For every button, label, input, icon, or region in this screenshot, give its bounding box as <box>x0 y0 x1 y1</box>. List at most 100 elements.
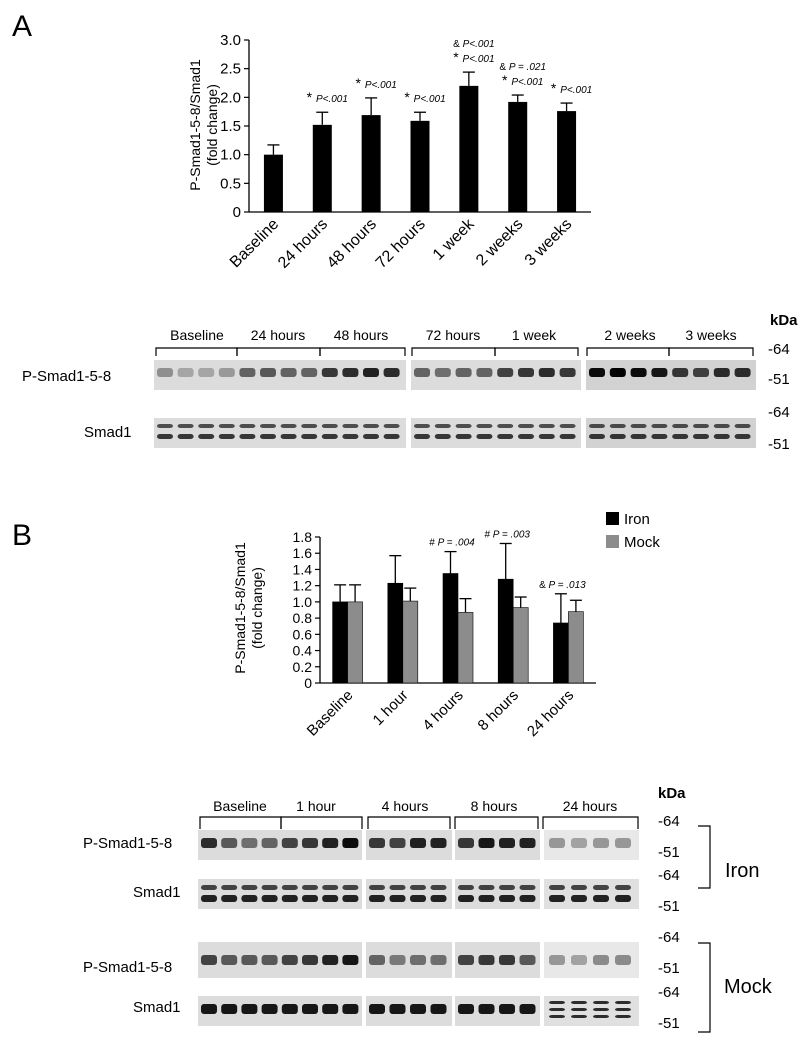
chart-b-bar-iron <box>442 573 459 684</box>
blot-a-group-bracket <box>668 347 754 356</box>
blot-b-band <box>615 1008 631 1011</box>
chart-b-x-tick-label: 24 hours <box>524 687 577 740</box>
blot-a-strip <box>154 418 406 448</box>
chart-b-annotation: # P = .003 <box>484 529 530 540</box>
blot-a-band <box>651 368 668 377</box>
chart-b-y-tick-label: 0.6 <box>293 626 313 642</box>
blot-b-band <box>571 885 587 890</box>
blot-a-band <box>589 434 605 439</box>
blot-a-group-label: Baseline <box>170 327 224 343</box>
blot-b-bands <box>201 838 631 1018</box>
blot-a-band <box>363 368 379 377</box>
chart-b-y-tick-label: 1.0 <box>293 594 313 610</box>
blot-a-group-bracket <box>155 347 238 356</box>
blot-b-strip <box>198 879 362 909</box>
blot-a-marker: -64 <box>768 341 790 358</box>
blot-a-band <box>518 424 534 428</box>
blot-a-group-bracket <box>411 347 496 356</box>
chart-a-x-tick-label: 72 hours <box>373 216 429 272</box>
blot-b-band <box>410 895 426 902</box>
blot-a-group-label: 24 hours <box>251 327 305 343</box>
blot-b-band <box>281 1004 298 1014</box>
chart-b-bar-mock <box>568 611 584 684</box>
blot-b-strip <box>366 879 452 909</box>
chart-a-bar <box>459 85 479 212</box>
blot-b-band <box>458 895 474 902</box>
blot-b-band <box>593 838 609 848</box>
blot-a-band <box>177 424 194 428</box>
blot-a-band <box>414 368 430 377</box>
blot-a-band <box>476 368 493 377</box>
blot-b-band <box>201 885 217 890</box>
blot-a-band <box>342 424 359 428</box>
chart-a-x-tick-label: Baseline <box>227 216 282 271</box>
blot-b-band <box>410 955 426 965</box>
blot-a-band <box>630 434 647 439</box>
blot-b-band <box>571 838 587 848</box>
blot-a-group-label: 48 hours <box>334 327 388 343</box>
chart-b-bar-iron <box>387 582 404 684</box>
blot-a-marker: -51 <box>768 436 790 453</box>
blot-b-band <box>430 1004 447 1014</box>
blot-b-band <box>342 838 359 848</box>
panel-letter-a: A <box>12 10 32 43</box>
blot-a-band <box>609 434 626 439</box>
blot-b-band <box>342 885 359 890</box>
blot-b-band <box>571 1008 587 1011</box>
chart-b-y-tick-label: 1.8 <box>293 529 313 545</box>
chart-a-y-tick-label: 2.0 <box>220 89 241 106</box>
blot-b-marker: -64 <box>658 867 680 884</box>
chart-a-y-tick-label: 2.5 <box>220 61 241 78</box>
chart-b-y-tick-label: 1.4 <box>293 561 313 577</box>
blot-b-band <box>549 885 565 890</box>
chart-a-x-tick-label: 3 weeks <box>522 216 576 270</box>
blot-b-band <box>519 895 536 902</box>
blot-b-group-bracket <box>367 816 451 829</box>
chart-b-y-tick-label: 0.2 <box>293 659 313 675</box>
chart-b: 00.20.40.60.81.01.21.41.61.8 Baseline 1 ho… <box>293 529 596 740</box>
blot-a-band <box>260 424 276 428</box>
panel-letter-b: B <box>12 519 32 552</box>
chart-b-ylabel-line1: P-Smad1-5-8/Smad1 <box>232 542 248 674</box>
blot-b-band <box>571 955 587 965</box>
blot-a-row-label: P-Smad1-5-8 <box>22 368 111 385</box>
blot-b-band <box>571 1015 587 1018</box>
blot-b-band <box>221 955 238 965</box>
blot-b-band <box>201 1004 217 1014</box>
blot-a-band <box>321 368 338 377</box>
blot-b-band <box>549 1008 565 1011</box>
chart-b-y-tick-label: 0 <box>304 675 312 691</box>
blot-b-band <box>302 885 318 890</box>
blot-a-band <box>218 368 235 377</box>
blot-b-band <box>281 885 298 890</box>
blot-a-band <box>713 434 730 439</box>
blot-b-band <box>389 1004 406 1014</box>
blot-a-bands <box>157 368 751 439</box>
blot-b-band <box>389 895 406 902</box>
blot-b-band <box>615 1015 631 1018</box>
blot-b-band <box>201 838 217 848</box>
chart-a-annotation: * P<.001 <box>307 89 348 105</box>
blot-a-band <box>559 368 576 377</box>
blot-a-band <box>455 368 472 377</box>
blot-a-band <box>518 368 534 377</box>
blot-a-band <box>713 368 730 377</box>
blot-b-band <box>519 955 536 965</box>
blot-a-band <box>538 368 555 377</box>
blot-b-band <box>342 1004 359 1014</box>
chart-a-annotation: * P<.001 <box>502 72 543 88</box>
blot-b-band <box>322 955 339 965</box>
blot-b-band <box>410 885 426 890</box>
chart-a-x-tick-label: 48 hours <box>324 216 380 272</box>
blot-b-band <box>571 1001 587 1004</box>
blot-a-band <box>383 368 400 377</box>
blot-a-band <box>630 368 647 377</box>
blot-b-band <box>499 838 515 848</box>
blot-b-band <box>478 885 495 890</box>
blot-a-band <box>455 434 472 439</box>
blot-a-band <box>280 368 297 377</box>
chart-a-bar <box>361 115 381 212</box>
chart-b-x-tick-label: 1 hour <box>370 687 412 729</box>
blot-a-group-label: 1 week <box>512 327 557 343</box>
blot-a-band <box>434 368 451 377</box>
